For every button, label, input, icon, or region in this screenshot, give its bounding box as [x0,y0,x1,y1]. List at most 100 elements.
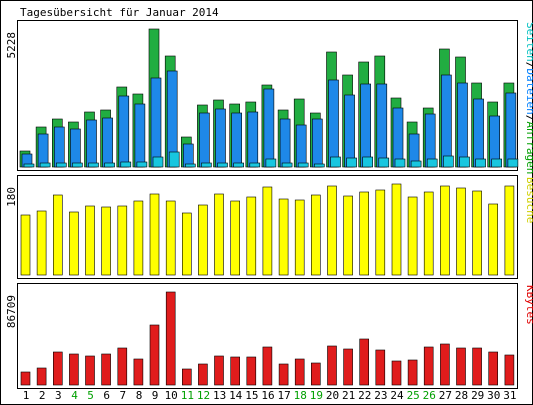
bar-seiten-day-30 [491,158,503,168]
bar-kbytes-day-6 [101,353,111,386]
bar-seiten-day-23 [378,157,390,168]
x-tick-label: 1 [23,389,30,402]
x-tick-label: 22 [358,389,371,402]
bar-kbytes-day-8 [133,358,144,386]
bar-kbytes-day-28 [456,347,466,386]
x-tick-label: 2 [39,389,46,402]
bar-seiten-day-6 [104,162,115,168]
x-tick-label: 14 [229,389,243,402]
bar-dateien-day-11 [183,143,194,168]
x-tick-label: 7 [119,389,126,402]
bar-dateien-day-27 [441,74,452,168]
bar-seiten-day-15 [249,162,261,168]
bar-dateien-day-24 [392,107,404,168]
legend-requests: Seiten/Dateien/Anfragen [524,22,533,174]
panel-visits: 180 Besuche [5,175,533,279]
bar-kbytes-day-5 [85,355,95,386]
x-tick-label: 28 [455,389,468,402]
bar-besuche-day-4 [69,211,79,276]
bar-besuche-day-3 [52,194,63,276]
bar-kbytes-day-20 [327,345,337,386]
bar-besuche-day-28 [456,187,466,276]
bar-dateien-day-4 [70,128,81,168]
bar-seiten-day-3 [55,162,67,168]
bar-kbytes-day-13 [214,355,224,386]
bar-dateien-day-2 [37,133,49,168]
bar-dateien-day-15 [247,111,259,168]
bar-dateien-day-22 [360,83,372,168]
bar-dateien-day-6 [102,117,113,168]
bar-besuche-day-1 [20,214,31,276]
bar-seiten-day-22 [362,156,374,168]
bar-seiten-day-7 [120,161,132,168]
x-tick-label: 29 [471,389,484,402]
bar-seiten-day-14 [233,162,244,168]
y-axis-max-label: 180 [5,187,18,207]
bar-besuche-day-30 [488,203,499,276]
x-tick-label: 13 [213,389,226,402]
bar-seiten-day-13 [217,162,228,168]
bar-seiten-day-8 [136,161,148,168]
bar-seiten-day-24 [394,158,406,168]
x-tick-label: 24 [390,389,404,402]
bar-kbytes-day-21 [343,348,353,386]
bar-seiten-day-18 [297,162,309,168]
bar-kbytes-day-14 [230,356,240,386]
bar-besuche-day-11 [182,212,192,276]
bar-besuche-day-10 [165,200,176,276]
bar-seiten-day-16 [265,158,277,168]
bar-dateien-day-31 [505,92,517,168]
bar-seiten-day-11 [185,163,196,168]
bar-dateien-day-3 [53,126,65,168]
bar-kbytes-day-23 [375,349,386,386]
legend-visits: Besuche [524,177,533,223]
x-tick-label: 18 [294,389,307,402]
bar-kbytes-day-30 [488,351,499,386]
bar-kbytes-day-24 [391,360,402,386]
x-tick-label: 15 [245,389,258,402]
bar-besuche-day-31 [504,185,515,276]
bar-kbytes-day-17 [278,363,289,386]
bar-dateien-day-18 [295,124,307,168]
bar-dateien-day-16 [263,88,275,168]
bar-kbytes-day-31 [504,354,515,386]
bar-kbytes-day-11 [182,368,192,386]
bar-seiten-day-20 [330,156,341,168]
bar-besuche-day-22 [359,191,370,276]
x-tick-label: 4 [71,389,78,402]
bar-kbytes-day-15 [246,356,257,386]
bar-seiten-day-1 [23,163,35,168]
bar-kbytes-day-27 [440,343,450,386]
x-tick-label: 30 [487,389,500,402]
bar-besuche-day-29 [472,190,482,276]
x-tick-label: 5 [87,389,94,402]
bar-dateien-day-23 [376,83,388,168]
bar-dateien-day-5 [86,119,97,168]
bar-besuche-day-26 [423,191,434,276]
bar-besuche-day-19 [310,194,321,276]
bar-besuche-day-5 [85,205,95,276]
bar-dateien-day-13 [215,108,226,168]
bar-kbytes-day-3 [52,351,63,386]
bar-besuche-day-24 [391,183,402,276]
bar-besuche-day-21 [343,195,353,276]
legend-text: Dateien [524,68,533,114]
bar-kbytes-day-19 [310,362,321,386]
bar-kbytes-day-22 [359,338,370,386]
bar-kbytes-day-18 [294,358,305,386]
x-axis-day-labels: 1 2 3 4 5 6 7 8 9 10 11 12 13 14 15 16 17 18 19 20 21 22 23 24 2… [23,389,517,402]
bar-kbytes-day-9 [149,324,160,386]
bar-besuche-day-23 [375,189,386,276]
bar-dateien-day-21 [344,94,355,168]
bar-besuche-day-6 [101,206,111,276]
bar-besuche-day-20 [327,185,337,276]
bar-seiten-day-25 [410,160,422,168]
bar-besuche-day-17 [278,198,289,276]
bar-besuche-day-8 [133,200,144,276]
bar-besuche-day-7 [117,205,128,276]
x-tick-label: 9 [152,389,159,402]
bar-besuche-day-2 [36,210,47,276]
bar-seiten-day-2 [39,162,51,168]
bar-seiten-day-5 [88,162,99,168]
